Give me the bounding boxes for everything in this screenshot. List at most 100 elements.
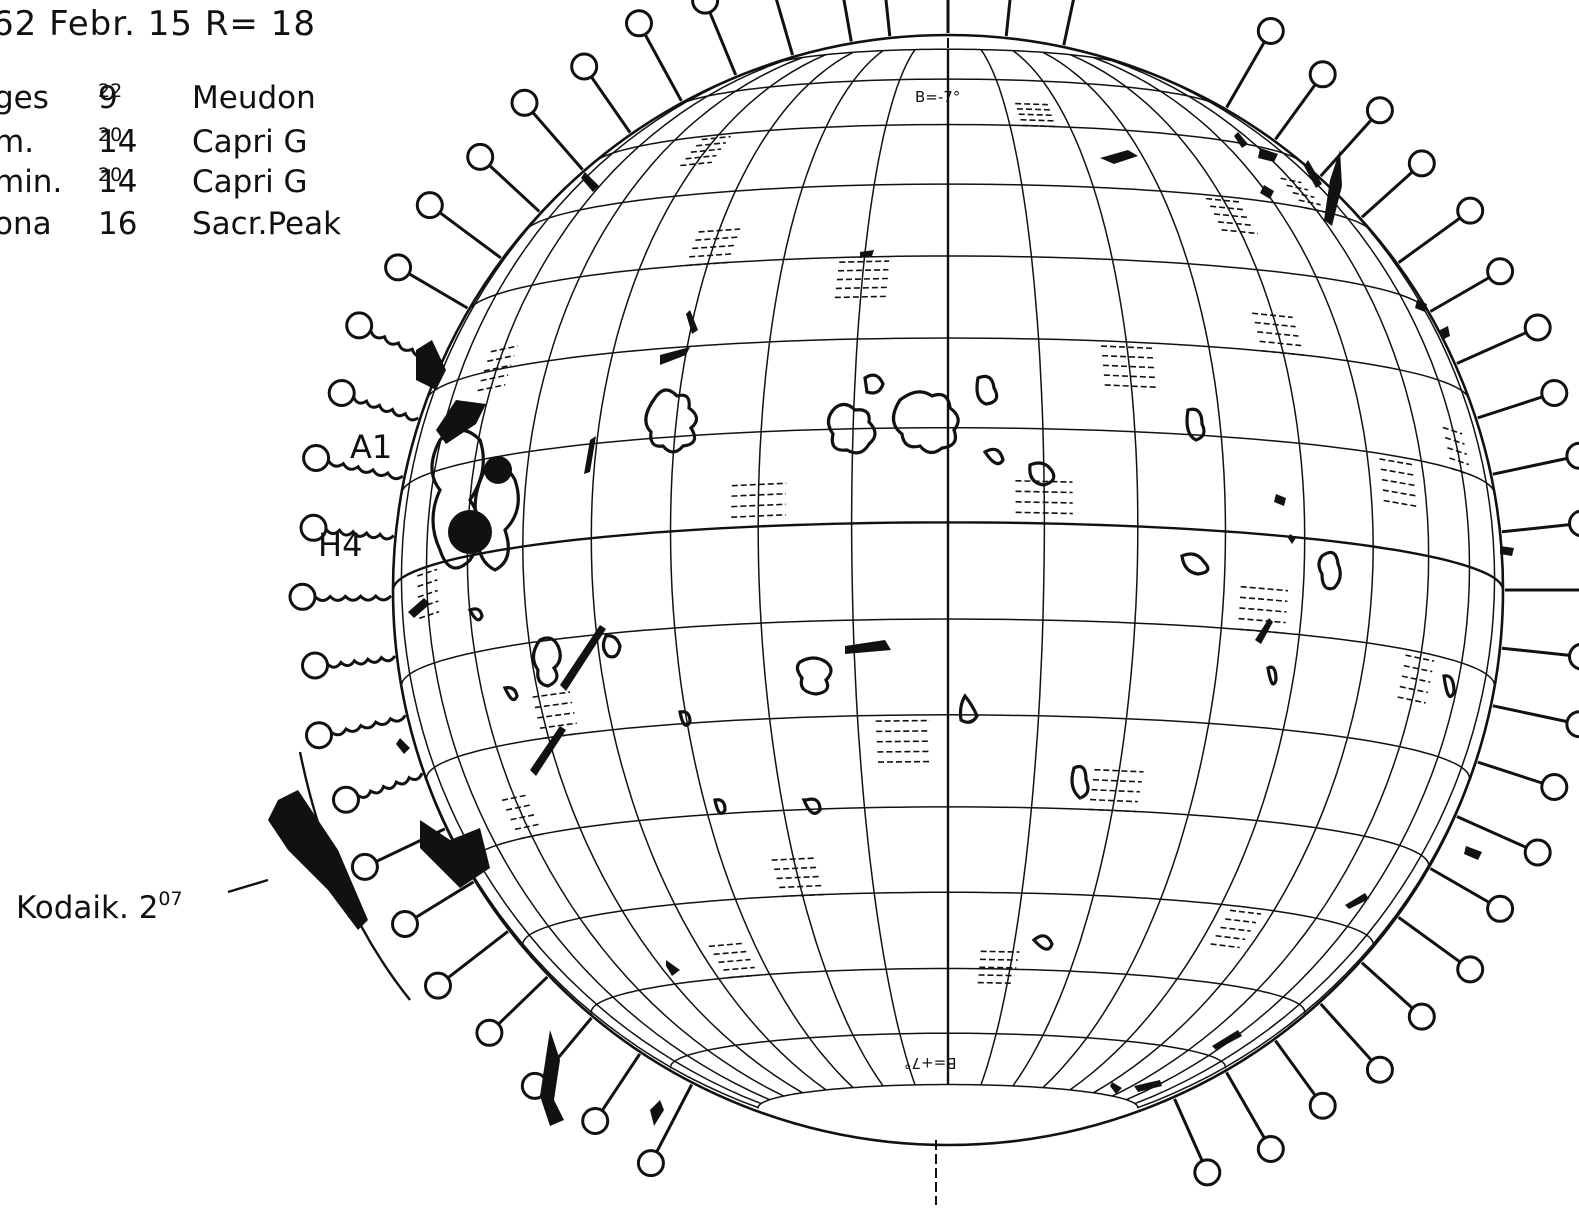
lollipop-marker-icon [1568, 642, 1579, 671]
parallel-line [467, 255, 1429, 311]
plage-hatch [1399, 685, 1429, 694]
plage-hatch [1215, 934, 1246, 941]
plage-hatch [877, 750, 931, 753]
lollipop-marker-icon [475, 1018, 504, 1047]
plage-hatch [1442, 426, 1463, 435]
plage-hatch [1020, 118, 1056, 122]
parallel-line [590, 967, 1306, 1014]
plage-hatch [875, 719, 930, 722]
plage-hatch [480, 374, 509, 382]
plage-hatch [1403, 664, 1433, 673]
limb-marker [1477, 379, 1569, 420]
lollipop-marker-icon [1568, 509, 1579, 538]
limb-marker [636, 1083, 694, 1178]
lollipop-marker-icon [1565, 441, 1579, 470]
limb-markers [288, 0, 1579, 1187]
plage-hatch [1383, 499, 1418, 508]
b-angle-top: B=-7° [915, 88, 961, 106]
lollipop-marker-icon [510, 88, 539, 117]
plage-hatch [1444, 436, 1465, 445]
limb-marker [1501, 509, 1579, 538]
plage-hatch [534, 701, 573, 709]
parallel-line [669, 1032, 1227, 1069]
plage-hatch [718, 958, 751, 964]
plage-hatch [980, 950, 1020, 953]
plage-hatch [1016, 107, 1051, 111]
plage-hatch [690, 148, 722, 154]
limb-marker [842, 0, 853, 42]
meridian-line [669, 51, 854, 1089]
plage-hatch [1210, 205, 1246, 211]
limb-marker [1225, 1071, 1285, 1163]
limb-marker [305, 714, 407, 750]
plage-hatch [1379, 458, 1413, 466]
plage-hatch [1091, 788, 1140, 793]
lollipop-marker-icon [350, 852, 379, 881]
lollipop-marker-icon [1540, 773, 1569, 801]
meridian-line [425, 63, 770, 1101]
limb-marker [625, 9, 683, 102]
lollipop-marker-icon [288, 582, 317, 611]
plage-hatch [1229, 909, 1262, 915]
plage-hatch [1447, 446, 1468, 456]
plage-hatch [1213, 213, 1250, 219]
plage-hatch [1090, 798, 1138, 803]
lollipop-marker-icon [1456, 955, 1485, 984]
observation-time: 9 22 [98, 80, 123, 116]
lollipop-marker-icon [581, 1107, 610, 1135]
lollipop-marker-icon [1308, 1091, 1337, 1120]
meridian-line [1134, 126, 1496, 1105]
plage-hatch [713, 950, 747, 956]
kodaik-arc [227, 751, 411, 1001]
plage-hatch [1092, 778, 1142, 783]
plage-hatch [781, 893, 824, 898]
plage-hatch [1381, 478, 1416, 487]
plage-hatch [1304, 206, 1327, 214]
limb-marker [1004, 0, 1012, 37]
plage-hatch [519, 832, 546, 840]
plage-hatch [1015, 102, 1048, 106]
kodaik-annotation: Kodaik. 207 [16, 888, 183, 926]
plage-hatch [1292, 191, 1315, 199]
lollipop-marker-icon [1256, 1135, 1285, 1163]
plage-hatch [696, 141, 726, 147]
sunspot-large [448, 510, 492, 554]
limb-marker [1429, 867, 1515, 923]
plage-hatch [1259, 340, 1302, 347]
parallel-line [769, 48, 1127, 66]
limb-marker [302, 444, 404, 481]
observation-site: Capri G [192, 164, 308, 200]
observation-label: m. [0, 124, 35, 160]
lollipop-marker-icon [305, 721, 333, 750]
lollipop-marker-icon [424, 971, 452, 1000]
plage-hatch [692, 244, 735, 250]
plage-hatch [487, 354, 515, 363]
limb-marker [775, 0, 795, 56]
observation-site: Meudon [192, 80, 316, 116]
parallel-line [522, 891, 1374, 947]
region-label-h4: H4 [318, 526, 363, 564]
observation-label: ona [0, 206, 52, 242]
plage-hatch [1257, 331, 1299, 337]
plage-hatch [839, 260, 890, 263]
parallel-line [676, 78, 1220, 107]
plage-hatch [417, 568, 438, 577]
plage-hatch [779, 884, 822, 889]
plage-hatch [1221, 228, 1259, 235]
limb-marker [466, 142, 541, 213]
plage-hatch [532, 691, 571, 698]
plage-hatch [838, 268, 889, 272]
lollipop-marker-icon [1365, 96, 1394, 125]
parallel-line [757, 1083, 1139, 1109]
limb-marker [1225, 17, 1285, 109]
plage-hatch [1286, 184, 1309, 191]
limb-marker [691, 0, 738, 76]
plage-hatch [477, 383, 506, 392]
lollipop-marker-icon [1523, 313, 1552, 342]
plage-hatch [417, 579, 438, 588]
plage-hatch [876, 730, 931, 733]
plage-hatch [1252, 312, 1293, 319]
plage-hatch [1382, 489, 1417, 497]
limb-marker [510, 88, 584, 171]
limb-marker [332, 772, 424, 814]
